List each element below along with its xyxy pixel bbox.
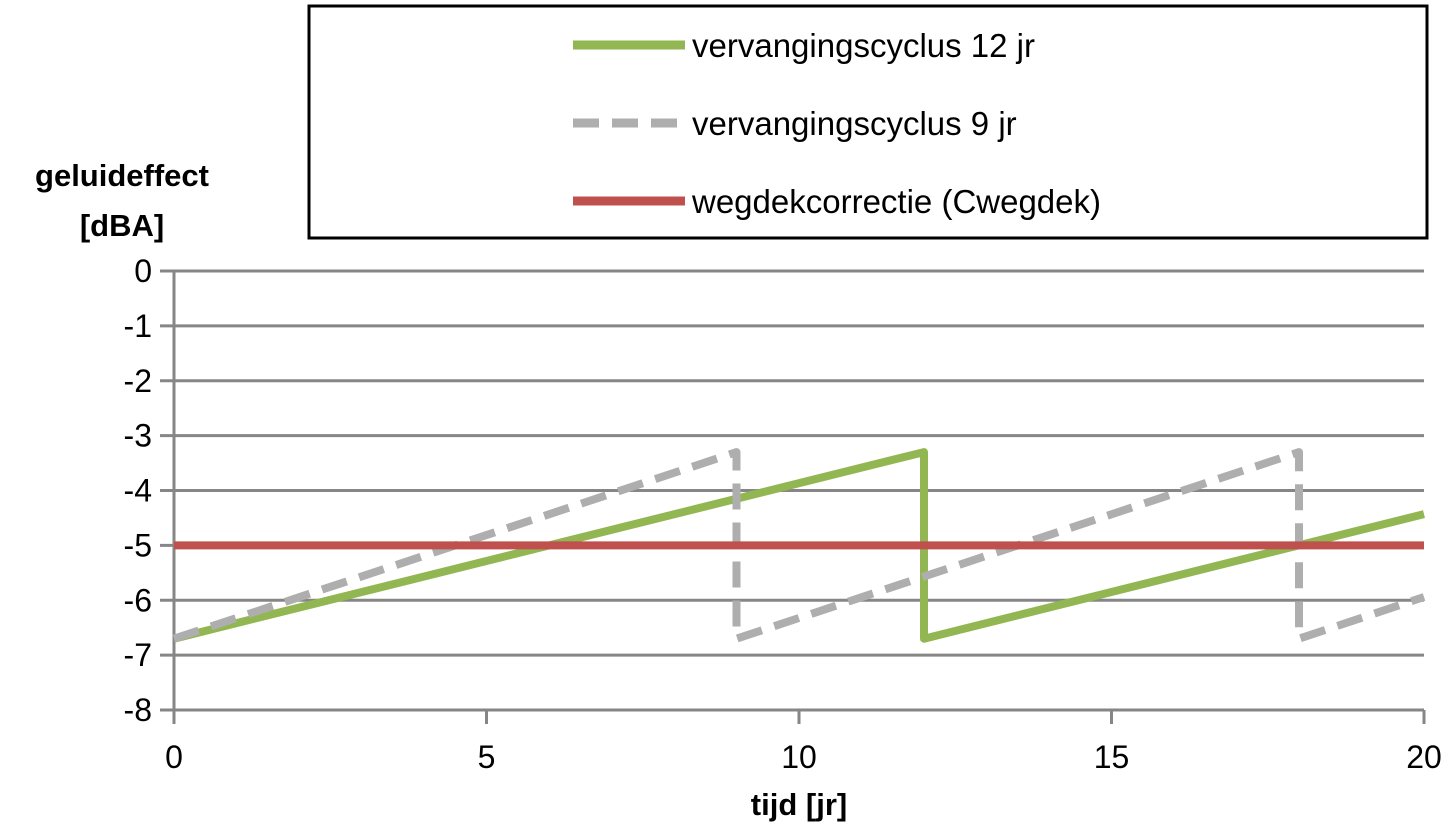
- y-tick-label: -5: [124, 527, 152, 563]
- y-tick-labels: 0 -1 -2 -3 -4 -5 -6 -7 -8: [124, 253, 152, 728]
- x-axis-title: tijd [jr]: [751, 787, 847, 822]
- legend-label-9jr: vervangingscyclus 9 jr: [692, 105, 1017, 142]
- y-axis-title-line-2: [dBA]: [80, 208, 164, 243]
- x-tick-labels: 0 5 10 15 20: [165, 739, 1442, 775]
- y-tick-label: -6: [124, 582, 152, 618]
- x-tick-label: 10: [781, 739, 817, 775]
- legend-label-wegdekcorrectie: wegdekcorrectie (Cwegdek): [691, 183, 1101, 220]
- y-tick-label: -4: [124, 473, 152, 509]
- y-tick-label: -1: [124, 308, 152, 344]
- legend: vervangingscyclus 12 jr vervangingscyclu…: [307, 4, 1429, 240]
- y-tick-label: -7: [124, 637, 152, 673]
- y-tick-label: -3: [124, 418, 152, 454]
- legend-label-12jr: vervangingscyclus 12 jr: [692, 27, 1035, 64]
- gridlines: [174, 269, 1424, 712]
- y-tick-label: -8: [124, 692, 152, 728]
- y-tick-label: -2: [124, 363, 152, 399]
- y-axis-title-line-1: geluideffect: [35, 158, 209, 193]
- x-tick-label: 0: [165, 739, 183, 775]
- x-tick-label: 20: [1406, 739, 1442, 775]
- legend-box: [307, 4, 1429, 240]
- x-tick-label: 15: [1094, 739, 1130, 775]
- y-tick-label: 0: [134, 253, 152, 289]
- x-tick-label: 5: [478, 739, 496, 775]
- series-layer: [172, 448, 1426, 643]
